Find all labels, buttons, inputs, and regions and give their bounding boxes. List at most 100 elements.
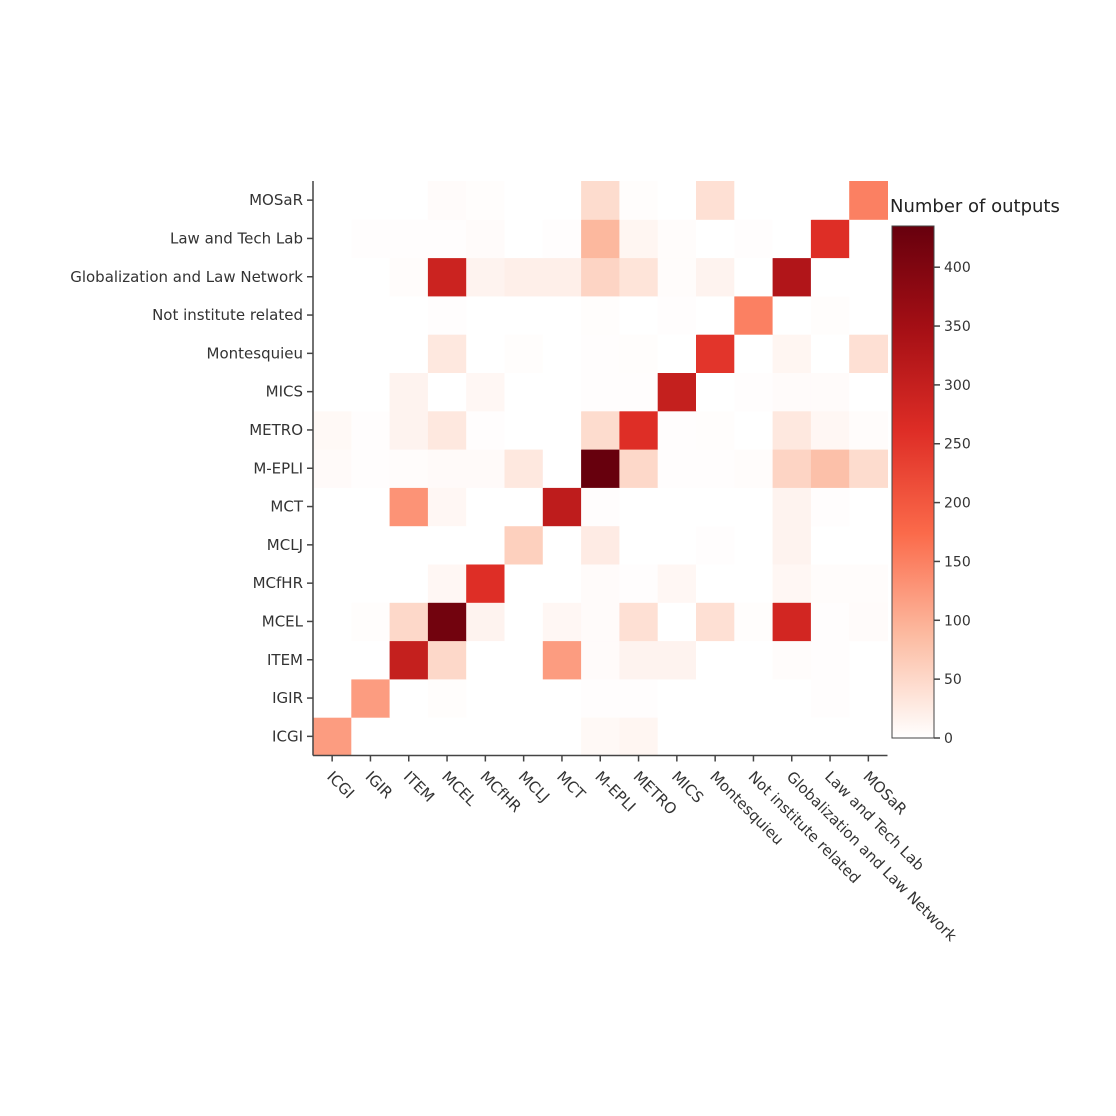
heatmap-cell — [772, 449, 812, 488]
heatmap-cell — [313, 181, 352, 220]
heatmap-cell — [810, 295, 850, 335]
heatmap-cell — [351, 449, 391, 488]
heatmap-cell — [810, 372, 850, 412]
heatmap-cell — [389, 181, 429, 220]
heatmap-cell — [351, 181, 391, 220]
heatmap-cell — [696, 257, 735, 297]
heatmap-cell — [810, 449, 850, 488]
heatmap-cell — [657, 449, 697, 488]
heatmap-cell — [696, 410, 735, 450]
heatmap-cell — [772, 717, 812, 756]
heatmap-cell — [542, 487, 582, 527]
heatmap-cell — [427, 257, 467, 297]
heatmap-cell — [542, 640, 582, 680]
heatmap-cell — [619, 257, 659, 297]
heatmap-cell — [810, 717, 850, 756]
heatmap-cells — [313, 181, 888, 756]
heatmap-cell — [849, 410, 888, 450]
heatmap-cell — [313, 219, 352, 259]
heatmap-cell — [657, 334, 697, 373]
heatmap-cell — [696, 334, 735, 373]
heatmap-cell — [772, 181, 812, 220]
colorbar-tick-label: 200 — [944, 496, 971, 512]
heatmap-cell — [849, 564, 888, 603]
heatmap-cell — [772, 257, 812, 297]
heatmap-cell — [657, 602, 697, 642]
heatmap-cell — [389, 334, 429, 373]
heatmap-cell — [619, 640, 659, 680]
heatmap-cell — [389, 602, 429, 642]
heatmap-cell — [734, 219, 774, 259]
heatmap-cell — [313, 640, 352, 680]
colorbar-title: Number of outputs — [890, 196, 1060, 217]
colorbar-tick-label: 150 — [944, 554, 971, 570]
heatmap-cell — [619, 181, 659, 220]
heatmap-cell — [466, 219, 505, 259]
heatmap-cell — [466, 181, 505, 220]
heatmap-cell — [542, 181, 582, 220]
heatmap-cell — [542, 525, 582, 565]
heatmap-cell — [657, 295, 697, 335]
heatmap-cell — [313, 717, 352, 756]
heatmap-cell — [389, 219, 429, 259]
x-tick-label: Globalization and Law Network — [783, 768, 961, 946]
heatmap-cell — [657, 372, 697, 412]
heatmap-cell — [427, 487, 467, 527]
heatmap-cell — [810, 525, 850, 565]
heatmap-cell — [351, 410, 391, 450]
heatmap-cell — [389, 449, 429, 488]
heatmap-cell — [810, 678, 850, 718]
heatmap-cell — [810, 257, 850, 297]
heatmap-cell — [849, 602, 888, 642]
heatmap-cell — [351, 257, 391, 297]
heatmap-cell — [504, 219, 544, 259]
heatmap-cell — [313, 334, 352, 373]
heatmap-cell — [734, 564, 774, 603]
y-tick-label: MOSaR — [249, 191, 303, 209]
heatmap-cell — [657, 640, 697, 680]
heatmap-cell — [810, 219, 850, 259]
heatmap-cell — [619, 678, 659, 718]
heatmap-cell — [313, 487, 352, 527]
colorbar-tick-label: 250 — [944, 437, 971, 453]
heatmap-cell — [696, 449, 735, 488]
heatmap-cell — [542, 678, 582, 718]
heatmap-cell — [313, 295, 352, 335]
heatmap-cell — [810, 564, 850, 603]
heatmap-cell — [351, 525, 391, 565]
y-axis: ICGI IGIR ITEM MCEL MCfHR MCLJ MCT M-EPLI METRO M… — [70, 181, 314, 756]
heatmap-cell — [734, 334, 774, 373]
heatmap-cell — [581, 640, 620, 680]
heatmap-cell — [734, 678, 774, 718]
heatmap-cell — [542, 334, 582, 373]
heatmap-cell — [427, 564, 467, 603]
heatmap-cell — [389, 372, 429, 412]
y-tick-label: MCLJ — [267, 536, 303, 554]
heatmap-cell — [657, 487, 697, 527]
heatmap-cell — [427, 295, 467, 335]
heatmap-cell — [849, 372, 888, 412]
heatmap-cell — [619, 219, 659, 259]
heatmap-cell — [427, 219, 467, 259]
heatmap-cell — [810, 334, 850, 373]
heatmap-cell — [696, 602, 735, 642]
y-tick-label: Not institute related — [152, 306, 303, 324]
heatmap-cell — [389, 525, 429, 565]
heatmap-cell — [619, 334, 659, 373]
heatmap-cell — [581, 295, 620, 335]
heatmap-cell — [696, 717, 735, 756]
y-tick-label: MCT — [270, 498, 303, 516]
heatmap-cell — [810, 602, 850, 642]
heatmap-cell — [504, 602, 544, 642]
heatmap-cell — [696, 640, 735, 680]
colorbar-tick-label: 300 — [944, 378, 971, 394]
y-tick-label: ICGI — [272, 727, 303, 745]
heatmap-cell — [849, 678, 888, 718]
heatmap-cell — [466, 257, 505, 297]
heatmap-cell — [772, 602, 812, 642]
heatmap-cell — [351, 564, 391, 603]
colorbar-tick-label: 100 — [944, 613, 971, 629]
heatmap-cell — [657, 717, 697, 756]
y-tick-label: Globalization and Law Network — [70, 268, 303, 286]
